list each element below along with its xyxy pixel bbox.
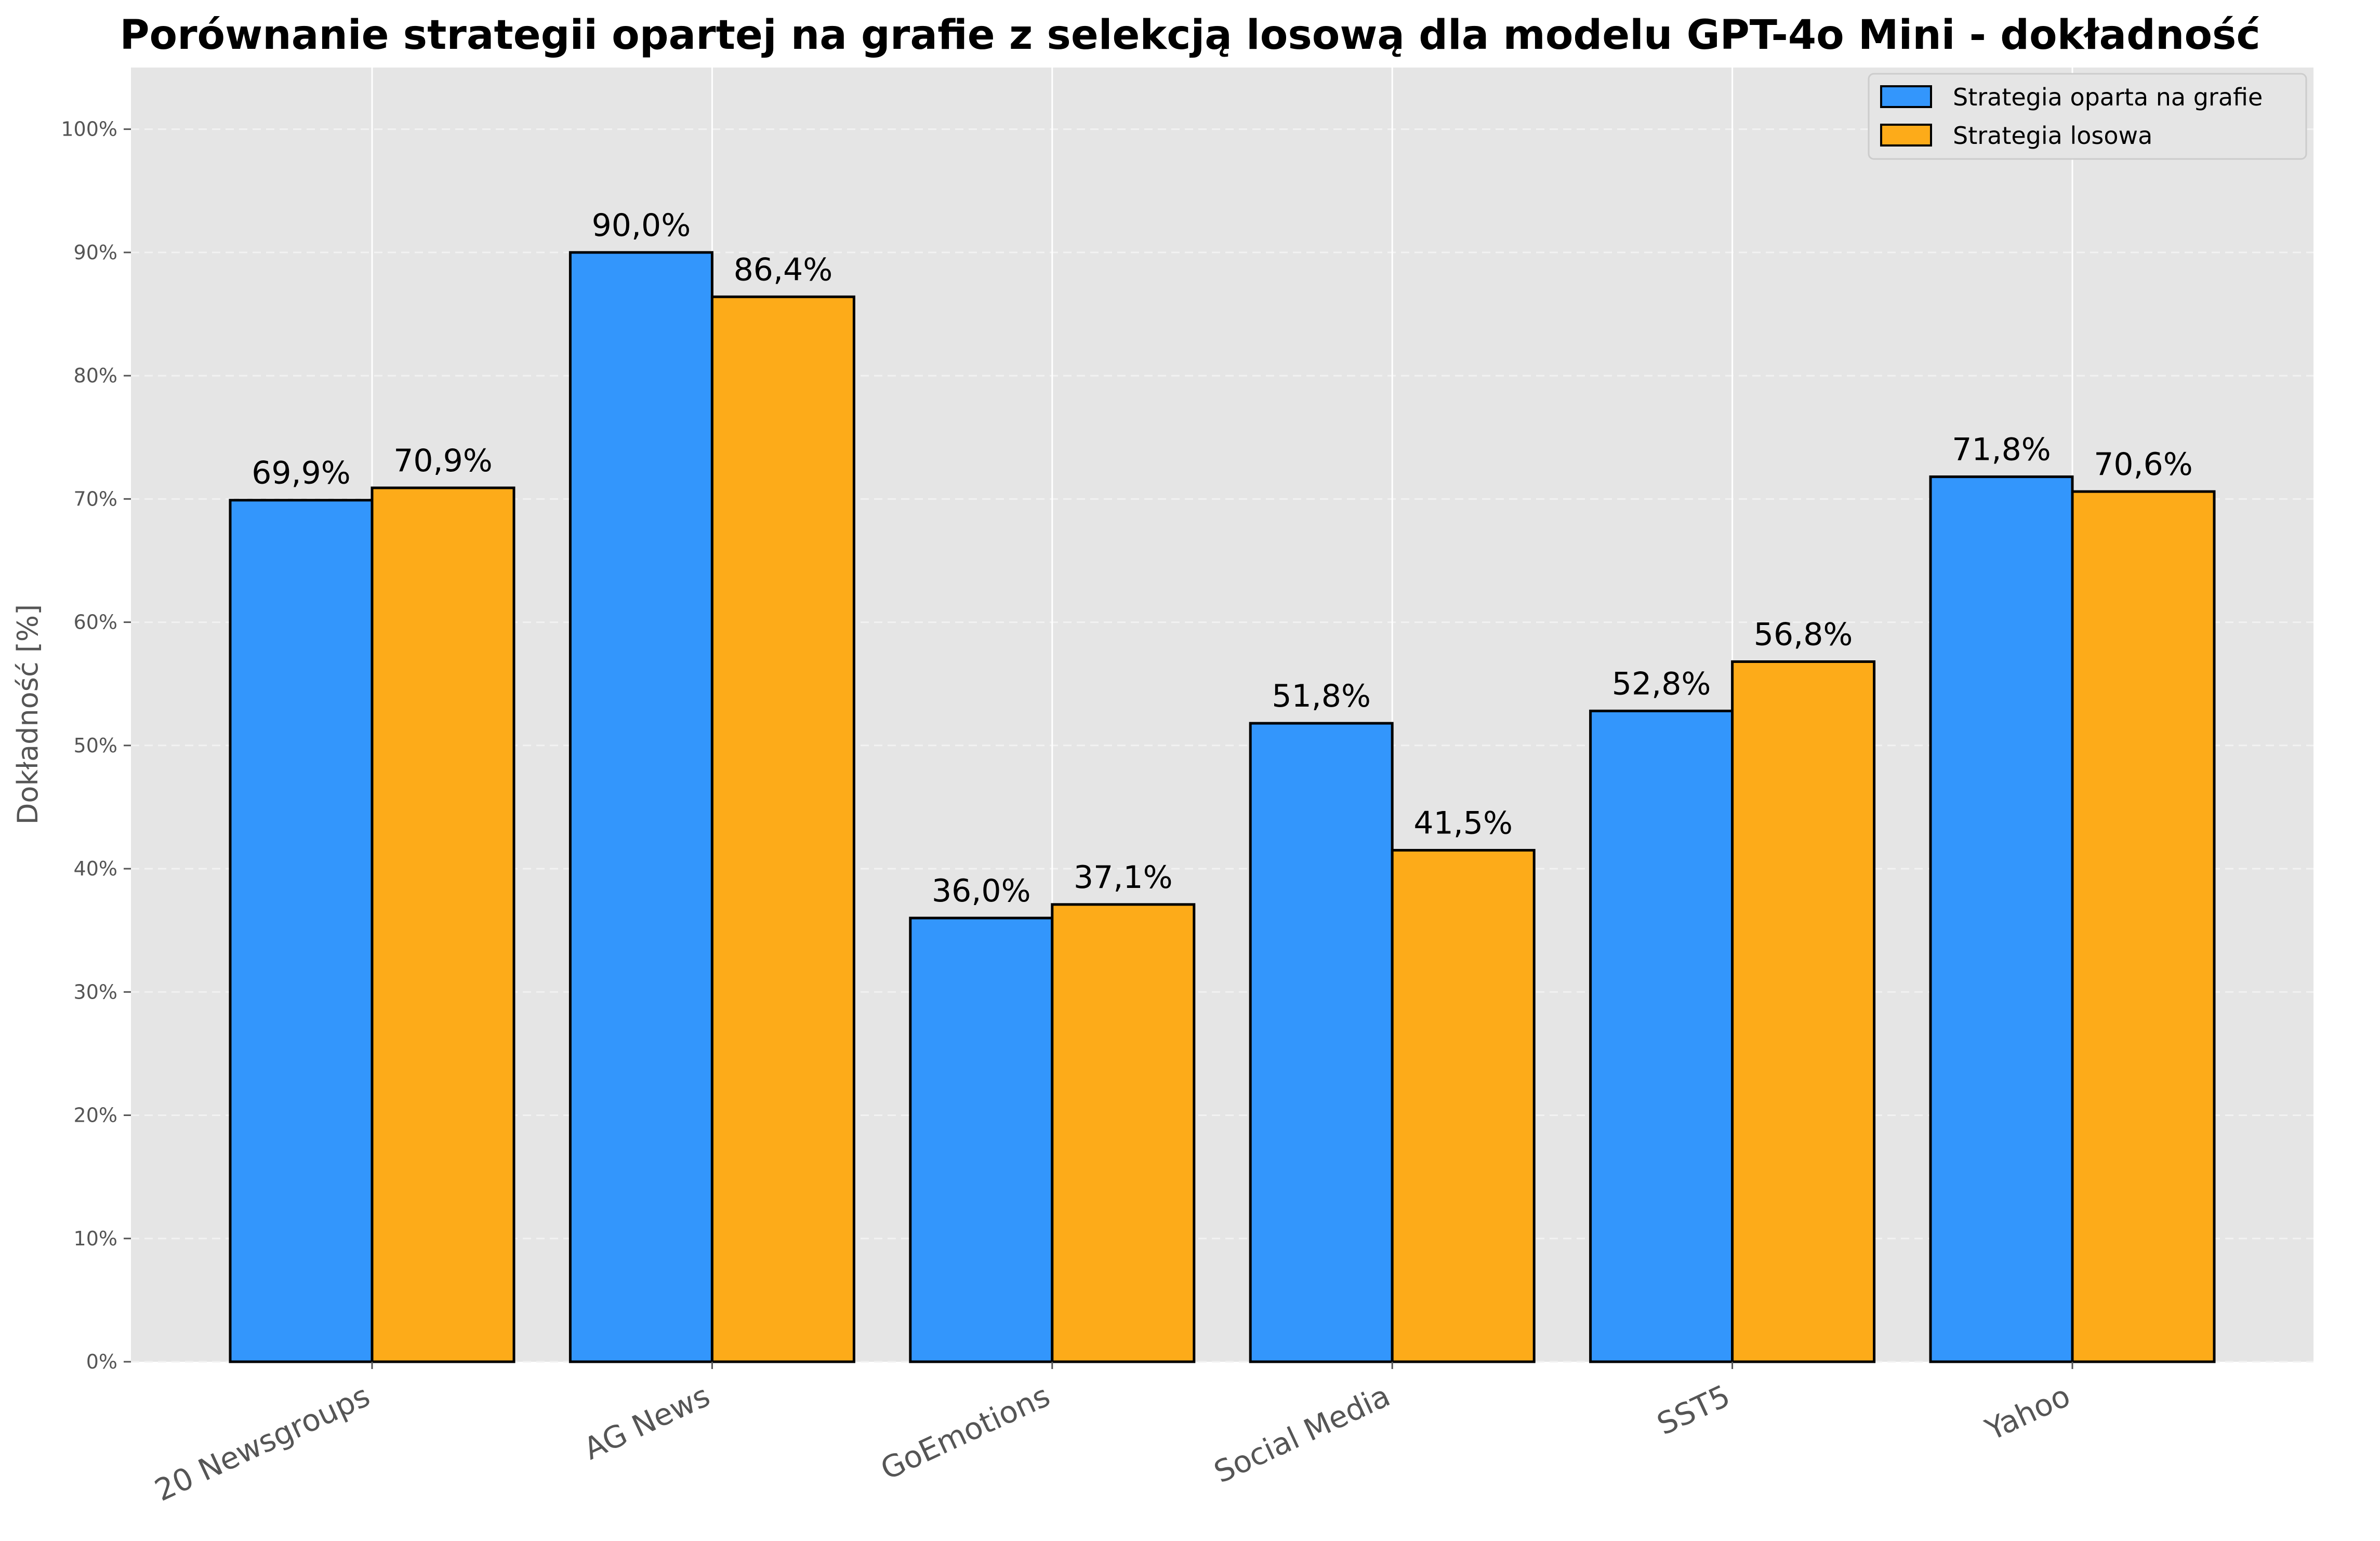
y-tick-label: 60% (74, 611, 117, 634)
data-label: 37,1% (1074, 859, 1173, 896)
y-ticks: 0% 10% 20% 30% 40% 50% 60% 70% 80% 90% 100% (61, 118, 131, 1373)
x-tick-label: 20 Newsgroups (149, 1378, 375, 1508)
y-tick-label: 70% (74, 487, 117, 510)
chart-title: Porównanie strategii opartej na grafie z… (120, 12, 2260, 59)
data-label: 41,5% (1413, 805, 1513, 841)
y-tick-label: 40% (74, 857, 117, 880)
y-tick-label: 80% (74, 364, 117, 387)
x-tick-label: Yahoo (1980, 1378, 2075, 1447)
y-tick-label: 0% (86, 1350, 117, 1373)
data-label: 86,4% (734, 251, 833, 288)
y-tick-label: 90% (74, 241, 117, 264)
legend-frame (1868, 73, 2307, 160)
data-labels: 69,9% 70,9% 90,0% 86,4% 36,0% 37,1% 51,8% 41,5%… (252, 207, 2193, 909)
data-label: 70,6% (2094, 446, 2193, 483)
bar-social-media-random (1391, 848, 1536, 1363)
y-tick-label: 50% (74, 734, 117, 757)
x-ticks: 20 Newsgroups AG News GoEmotions Social Med… (149, 1362, 2075, 1508)
bar-20-newsgroups-graph (229, 499, 374, 1363)
y-axis-label: Dokładność [%] (11, 604, 44, 825)
data-label: 51,8% (1272, 678, 1371, 714)
y-tick-label: 100% (61, 118, 117, 141)
x-tick-label: SST5 (1651, 1378, 1735, 1442)
bar-yahoo-random (2071, 490, 2216, 1363)
bar-sst5-graph (1589, 709, 1734, 1363)
legend-swatch-random (1880, 124, 1932, 147)
data-label: 71,8% (1952, 432, 2051, 468)
x-tick-label: AG News (578, 1378, 715, 1467)
data-label: 36,0% (932, 873, 1031, 909)
x-tick-label: GoEmotions (875, 1378, 1055, 1487)
bar-sst5-random (1731, 660, 1876, 1363)
legend-label-random: Strategia losowa (1953, 122, 2152, 150)
bar-yahoo-graph (1929, 475, 2074, 1363)
data-label: 70,9% (393, 443, 493, 479)
y-tick-label: 10% (74, 1227, 117, 1250)
data-label: 52,8% (1612, 666, 1711, 702)
bar-ag-news-random (710, 295, 855, 1363)
legend-label-graph: Strategia oparta na grafie (1953, 83, 2263, 111)
data-label: 69,9% (252, 455, 351, 491)
bar-ag-news-graph (568, 251, 713, 1363)
x-tick-label: Social Media (1209, 1378, 1395, 1490)
y-tick-label: 30% (74, 980, 117, 1003)
bar-20-newsgroups-random (371, 486, 515, 1363)
y-tick-label: 20% (74, 1104, 117, 1127)
bars (229, 251, 2216, 1363)
legend-swatch-graph (1880, 85, 1932, 108)
legend: Strategia oparta na grafie Strategia los… (1868, 73, 2307, 160)
bar-social-media-graph (1249, 722, 1394, 1363)
bar-goemotions-random (1051, 903, 1196, 1363)
data-label: 90,0% (592, 207, 691, 244)
bar-goemotions-graph (909, 916, 1054, 1363)
data-label: 56,8% (1754, 616, 1853, 653)
